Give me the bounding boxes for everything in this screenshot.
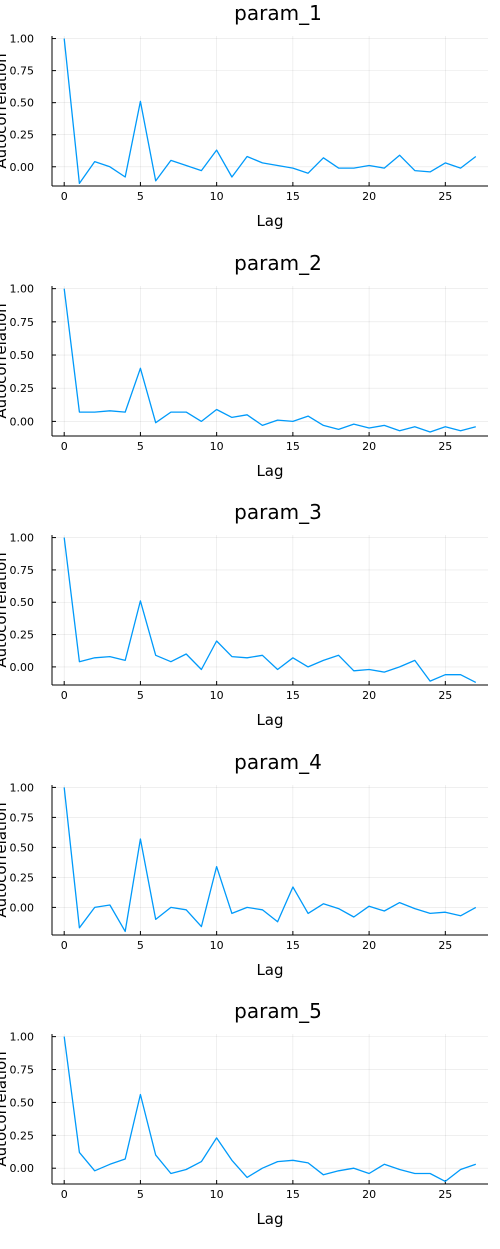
y-tick-label: 0.50 [10, 596, 35, 609]
y-tick-label: 1.00 [10, 781, 35, 794]
x-tick-label: 0 [61, 689, 68, 702]
y-tick-label: 0.25 [10, 382, 35, 395]
y-tick-label: 1.00 [10, 532, 35, 545]
chart-title-4: param_4 [234, 750, 322, 774]
y-tick-label: 0.50 [10, 1096, 35, 1109]
x-tick-label: 25 [438, 440, 452, 453]
x-tick-label: 20 [362, 440, 376, 453]
chart-title-2: param_2 [234, 251, 322, 275]
chart-panel-1: param_1 0 5 10 15 20 25 0.00 0.25 0.50 0.75 1.00 Lag… [0, 1, 488, 230]
series-line-5 [63, 1036, 477, 1183]
y-tick-label: 1.00 [10, 1031, 35, 1044]
x-tick-label: 10 [210, 190, 224, 203]
chart-panel-2: param_2 0 5 10 15 20 25 0.00 0.25 0.50 0.75 1.00 Lag… [0, 251, 488, 480]
chart-panel-3: param_3 0 5 10 15 20 25 0.00 0.25 0.50 0.75 1.00 Lag… [0, 500, 488, 729]
series-line-4 [63, 787, 477, 933]
y-tick-label: 0.00 [10, 415, 35, 428]
x-axis-label: Lag [256, 711, 283, 729]
x-tick-label: 10 [210, 689, 224, 702]
x-tick-label: 20 [362, 1188, 376, 1201]
x-tick-label: 25 [438, 689, 452, 702]
x-tick-label: 15 [286, 190, 300, 203]
y-axis-label: Autocorrelation [0, 53, 10, 168]
y-tick-label: 0.75 [10, 316, 35, 329]
x-tick-label: 15 [286, 689, 300, 702]
y-tick-label: 0.50 [10, 97, 35, 110]
y-tick-label: 0.75 [10, 1064, 35, 1077]
x-axis-label: Lag [256, 212, 283, 230]
x-tick-label: 10 [210, 1188, 224, 1201]
y-tick-label: 0.00 [10, 901, 35, 914]
x-tick-label: 25 [438, 1188, 452, 1201]
x-tick-label: 15 [286, 440, 300, 453]
y-tick-label: 0.50 [10, 349, 35, 362]
x-tick-label: 15 [286, 939, 300, 952]
y-axis-label: Autocorrelation [0, 1051, 10, 1166]
x-tick-label: 5 [137, 440, 144, 453]
y-tick-label: 0.25 [10, 629, 35, 642]
chart-panel-5: param_5 0 5 10 15 20 25 0.00 0.25 0.50 0.75 1.00 Lag… [0, 999, 488, 1228]
x-tick-label: 20 [362, 939, 376, 952]
x-tick-label: 25 [438, 190, 452, 203]
y-tick-label: 1.00 [10, 33, 35, 46]
x-tick-label: 5 [137, 939, 144, 952]
y-tick-label: 0.75 [10, 65, 35, 78]
x-tick-label: 25 [438, 939, 452, 952]
x-axis-label: Lag [256, 961, 283, 979]
x-tick-label: 5 [137, 1188, 144, 1201]
y-tick-label: 0.00 [10, 661, 35, 674]
y-axis-label: Autocorrelation [0, 303, 10, 418]
x-tick-label: 10 [210, 939, 224, 952]
y-tick-label: 0.50 [10, 841, 35, 854]
x-tick-label: 15 [286, 1188, 300, 1201]
series-line-2 [63, 288, 476, 433]
x-axis-label: Lag [256, 1210, 283, 1228]
y-axis-label: Autocorrelation [0, 552, 10, 667]
y-tick-label: 0.25 [10, 871, 35, 884]
chart-title-5: param_5 [234, 999, 322, 1023]
x-tick-label: 10 [210, 440, 224, 453]
x-tick-label: 5 [137, 190, 144, 203]
chart-panel-4: param_4 0 5 10 15 20 25 0.00 0.25 0.50 0.75 1.00 Lag… [0, 750, 488, 979]
x-tick-label: 0 [61, 440, 68, 453]
chart-title-1: param_1 [234, 1, 322, 25]
x-tick-label: 0 [61, 190, 68, 203]
x-tick-label: 20 [362, 689, 376, 702]
y-tick-label: 1.00 [10, 283, 35, 296]
x-tick-label: 5 [137, 689, 144, 702]
series-line-1 [63, 38, 477, 185]
x-axis-label: Lag [256, 462, 283, 480]
chart-title-3: param_3 [234, 500, 322, 524]
y-tick-label: 0.75 [10, 564, 35, 577]
x-tick-label: 0 [61, 939, 68, 952]
series-line-3 [63, 537, 477, 683]
x-tick-label: 0 [61, 1188, 68, 1201]
y-tick-label: 0.25 [10, 1129, 35, 1142]
y-tick-label: 0.25 [10, 129, 35, 142]
y-tick-label: 0.00 [10, 1162, 35, 1175]
y-axis-label: Autocorrelation [0, 802, 10, 917]
x-tick-label: 20 [362, 190, 376, 203]
y-tick-label: 0.75 [10, 811, 35, 824]
y-tick-label: 0.00 [10, 161, 35, 174]
